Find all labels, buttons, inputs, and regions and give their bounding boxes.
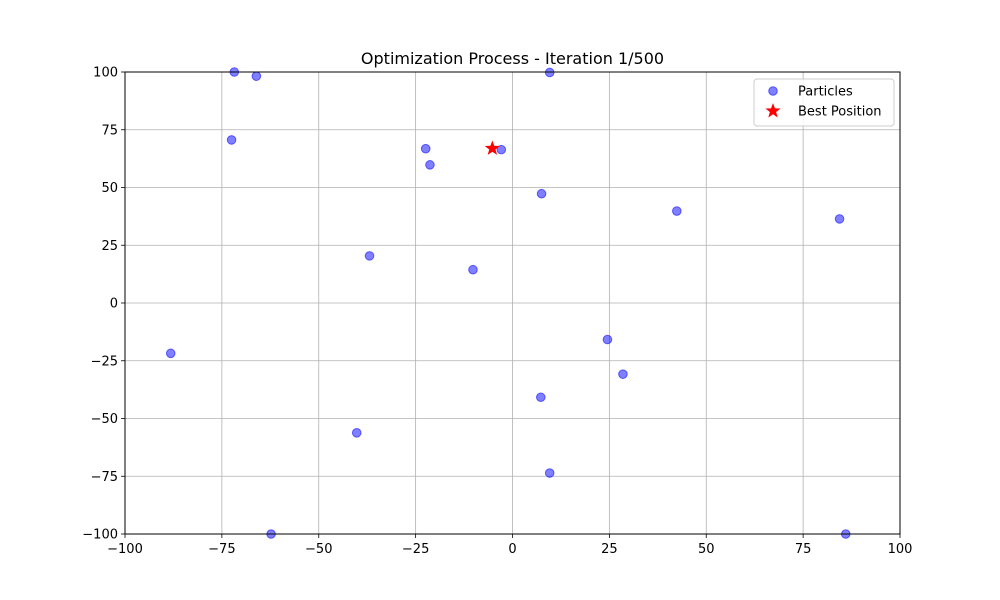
particle-point <box>536 188 547 199</box>
particle-point <box>618 369 628 379</box>
y-tick-label: 25 <box>101 239 118 254</box>
particle-point <box>425 160 435 170</box>
legend-label: Particles <box>798 85 853 100</box>
x-tick-label: −100 <box>107 542 143 557</box>
legend-box <box>753 78 895 127</box>
best-position-marker <box>484 140 500 155</box>
y-tick-label: 100 <box>93 66 118 81</box>
x-tick-label: −25 <box>402 542 429 557</box>
x-tick-label: 75 <box>795 542 812 557</box>
particle-point <box>544 468 555 478</box>
particle-point <box>468 264 478 275</box>
legend: Particles Best Position <box>753 78 895 127</box>
particle-point <box>496 144 507 155</box>
y-tick-label: 50 <box>101 181 118 196</box>
y-tick-label: 0 <box>110 297 118 312</box>
particle-point <box>226 135 237 145</box>
legend-circle-marker <box>768 86 778 96</box>
y-tick-label: 75 <box>101 123 118 138</box>
particle-point <box>364 251 375 261</box>
particle-point <box>351 428 362 438</box>
legend-star-marker <box>765 103 781 118</box>
legend-label: Best Position <box>798 105 882 120</box>
particle-point <box>420 143 431 154</box>
particle-point <box>251 71 262 81</box>
particle-point <box>535 392 546 403</box>
particle-point <box>602 334 613 345</box>
axis-ticks: −100 −75 −50 −25 0 25 50 75 100 −100 −75 −50 −25 0 25 5… <box>82 66 912 558</box>
y-tick-label: −50 <box>91 412 118 427</box>
particle-point <box>672 206 682 216</box>
x-tick-label: −75 <box>208 542 235 557</box>
x-tick-label: −50 <box>305 542 332 557</box>
y-tick-label: −25 <box>91 354 118 369</box>
y-tick-label: −75 <box>91 470 118 485</box>
x-tick-label: 50 <box>698 542 715 557</box>
chart-title: Optimization Process - Iteration 1/500 <box>361 49 664 68</box>
particle-point <box>834 214 845 224</box>
x-tick-label: 25 <box>601 542 618 557</box>
particle-point <box>165 348 176 359</box>
y-tick-label: −100 <box>82 528 118 543</box>
x-tick-label: 100 <box>888 542 913 557</box>
x-tick-label: 0 <box>508 542 516 557</box>
